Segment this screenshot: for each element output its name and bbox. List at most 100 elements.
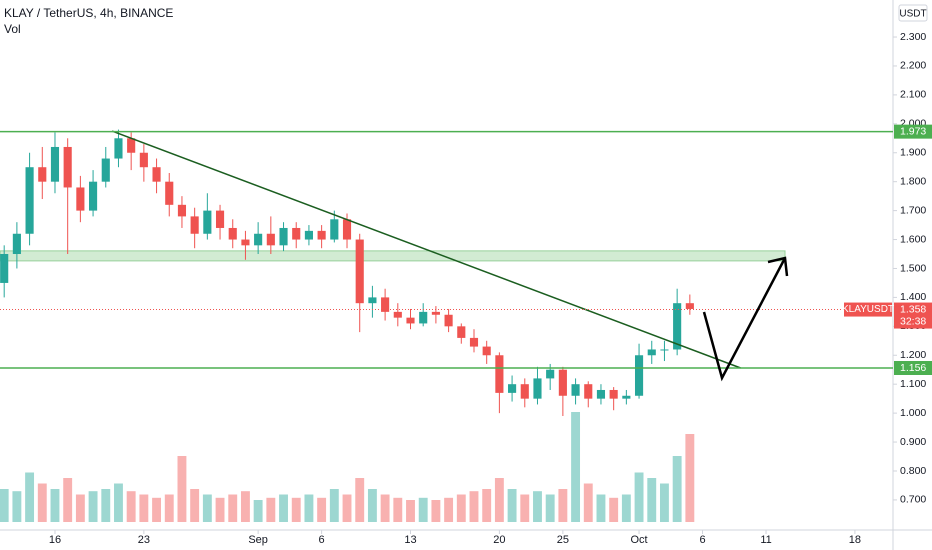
candle-body xyxy=(190,216,199,234)
level-label-box xyxy=(894,360,932,375)
candle-body xyxy=(177,204,187,217)
x-tick-label: 25 xyxy=(557,534,569,546)
projection-arrow xyxy=(702,257,787,382)
level-label: 1.973 xyxy=(900,125,926,137)
candle-body xyxy=(342,219,352,240)
candle-body xyxy=(393,311,402,318)
candle-body xyxy=(12,233,21,255)
volume-bar xyxy=(0,489,9,522)
plot: 0.7000.8000.9001.0001.1001.2001.3001.400… xyxy=(0,31,926,546)
y-tick-label: 1.700 xyxy=(900,204,926,216)
candle-body xyxy=(317,230,326,240)
currency-box[interactable] xyxy=(898,4,928,22)
volume-bar xyxy=(380,494,390,522)
candle-body xyxy=(584,384,593,399)
volume-bar xyxy=(139,494,149,522)
volume-bar xyxy=(50,489,60,522)
x-tick-label: 16 xyxy=(49,534,61,546)
candle-body xyxy=(533,378,542,399)
candle-body xyxy=(482,346,491,356)
candle-body xyxy=(241,239,250,246)
volume-bar xyxy=(520,494,530,522)
symbol-label: KLAYUSDT xyxy=(842,304,894,315)
volume-bar xyxy=(342,494,352,522)
candle-body xyxy=(165,181,174,205)
last-price-label: 1.358 xyxy=(900,303,926,315)
volume-bar xyxy=(164,494,174,522)
candle-body xyxy=(304,230,313,240)
volume-bar xyxy=(507,489,517,522)
volume-bar xyxy=(647,478,657,522)
volume-bar xyxy=(406,500,415,522)
volume-bar xyxy=(456,494,466,522)
volume-bar xyxy=(126,491,136,522)
x-tick-label: 11 xyxy=(760,534,771,546)
volume-bar xyxy=(444,497,454,522)
y-tick-label: 1.100 xyxy=(900,378,926,390)
volume-bar xyxy=(202,494,212,522)
candle-body xyxy=(139,152,148,168)
volume-bar xyxy=(533,491,542,522)
y-tick-label: 1.200 xyxy=(900,349,926,361)
candle-body xyxy=(660,349,669,351)
candle-body xyxy=(469,337,479,347)
volume-bar xyxy=(469,491,479,522)
volume-bar xyxy=(114,483,123,522)
volume-bar xyxy=(37,483,47,522)
candle-body xyxy=(254,233,263,246)
candle-body xyxy=(596,389,606,399)
volume-label: Vol xyxy=(4,22,21,36)
last-price-box xyxy=(894,302,932,329)
y-tick-label: 1.900 xyxy=(900,147,926,159)
volume-bar xyxy=(596,494,606,522)
y-tick-label: 1.500 xyxy=(900,262,926,274)
candle-body xyxy=(634,355,644,396)
y-tick-label: 1.800 xyxy=(900,175,926,187)
candle-body xyxy=(457,326,466,338)
y-tick-label: 1.400 xyxy=(900,291,926,303)
candle-body xyxy=(546,369,555,379)
y-tick-label: 0.800 xyxy=(900,465,926,477)
arrow-head xyxy=(767,256,789,277)
candle-body xyxy=(266,233,275,246)
volume-bar xyxy=(609,497,619,522)
candle-body xyxy=(127,138,136,153)
candle-body xyxy=(444,314,453,327)
x-tick-label: 13 xyxy=(404,534,416,546)
volume-bar xyxy=(317,497,327,522)
level-label: 1.156 xyxy=(900,362,926,374)
x-tick-label: 20 xyxy=(493,534,505,546)
symbol-box xyxy=(844,302,892,317)
y-tick-label: 2.100 xyxy=(900,89,926,101)
y-tick-label: 0.900 xyxy=(900,436,926,448)
candle-body xyxy=(355,239,364,304)
candle-body xyxy=(101,158,110,182)
candle-body xyxy=(89,181,98,211)
volume-bar xyxy=(228,494,238,522)
x-tick-label: 6 xyxy=(699,534,705,546)
y-tick-label: 2.000 xyxy=(900,118,926,130)
volume-bar xyxy=(355,478,365,522)
volume-bar xyxy=(75,494,85,522)
volume-bar xyxy=(367,489,377,522)
level-label-box xyxy=(894,124,932,139)
y-tick-label: 0.700 xyxy=(900,494,926,506)
volume-bar xyxy=(431,500,441,522)
candle-body xyxy=(685,303,694,309)
countdown-label: 32:38 xyxy=(900,315,926,327)
currency[interactable]: USDT xyxy=(899,9,926,20)
volume-bar xyxy=(329,489,339,522)
volume-bar xyxy=(672,456,682,522)
volume-bar xyxy=(152,497,162,522)
candle-body xyxy=(215,210,225,228)
x-tick-label: 23 xyxy=(138,534,150,546)
volume-bar xyxy=(253,500,263,522)
chart-title: KLAY / TetherUS, 4h, BINANCE xyxy=(4,6,173,20)
candle-body xyxy=(406,317,415,324)
y-tick-label: 2.200 xyxy=(900,60,926,72)
candle-body xyxy=(647,349,656,356)
volume-bar xyxy=(558,489,568,522)
candle-body xyxy=(76,187,85,211)
